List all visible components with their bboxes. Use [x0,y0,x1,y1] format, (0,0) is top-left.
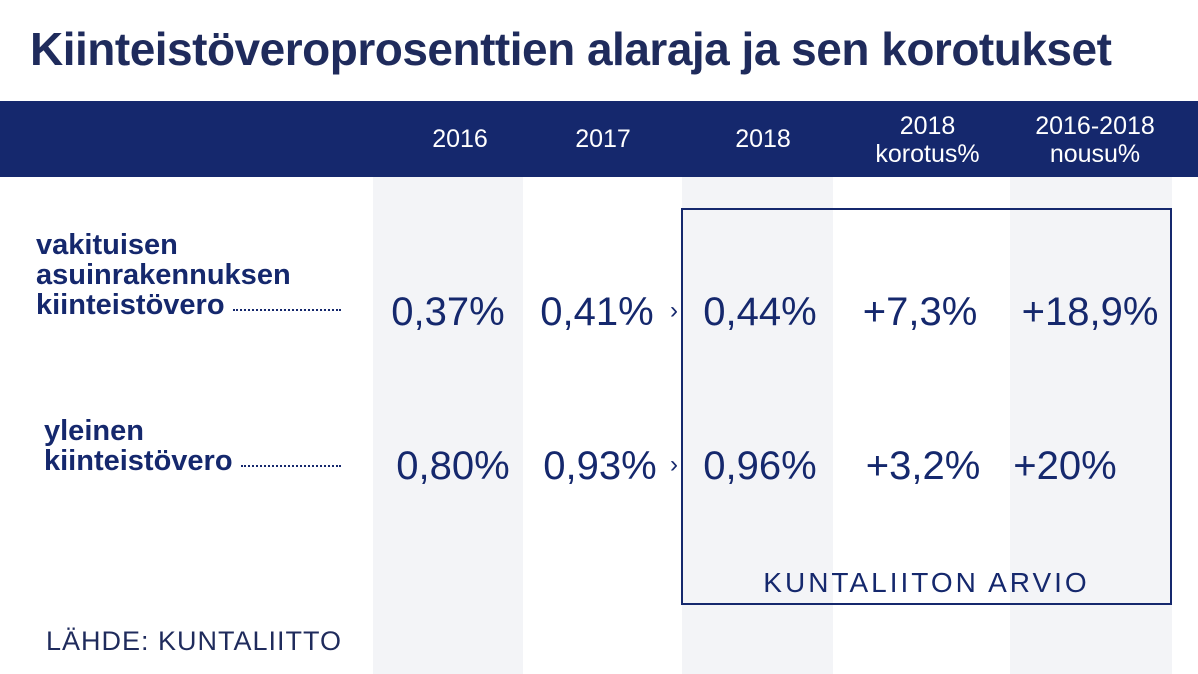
estimate-box-label: KUNTALIITON ARVIO [763,567,1090,598]
cell-vakituisen-2016: 0,37% [391,290,505,334]
cell-vakituisen-korotus: +7,3% [862,290,978,334]
column-band-2016 [373,177,523,674]
header-nousu: 2016-2018 nousu% [1020,112,1170,168]
cell-yleinen-2017: 0,93% [543,444,657,488]
cell-vakituisen-nousu: +18,9% [1021,290,1159,334]
header-2017: 2017 [575,125,631,153]
chart-title: Kiinteistöveroprosenttien alaraja ja sen… [30,23,1112,75]
cell-yleinen-korotus: +3,2% [865,444,981,488]
source-note: LÄHDE: KUNTALIITTO [46,626,343,656]
arrow-icon: › [670,451,678,478]
row-label-line: asuinrakennuksen [36,259,291,291]
arrow-icon: › [670,297,678,324]
header-bar [0,101,1198,177]
cell-vakituisen-2018: 0,44% [703,290,817,334]
header-korotus: 2018 korotus% [860,112,995,168]
column-band-nousu [1010,177,1172,674]
row-label-line: kiinteistövero [44,445,233,477]
cell-vakituisen-2017: 0,41% [540,290,654,334]
leader-dots [232,309,341,311]
estimate-box [681,208,1172,605]
row-label-line: kiinteistövero [36,289,225,321]
cell-yleinen-2016: 0,80% [396,444,510,488]
row-label-line: yleinen [44,415,144,447]
header-nousu-line1: 2016-2018 [1035,112,1155,140]
row-label-vakituisen: vakituisen asuinrakennuksen kiinteistöve… [36,230,341,320]
header-2018: 2018 [735,125,791,153]
cell-yleinen-nousu: +20% [1013,444,1117,488]
header-korotus-line1: 2018 [899,112,956,140]
column-band-2018 [682,177,833,674]
row-label-line: vakituisen [36,229,178,261]
leader-dots [240,465,341,467]
cell-yleinen-2018: 0,96% [703,444,817,488]
header-2016: 2016 [432,125,488,153]
row-label-yleinen: yleinen kiinteistövero [44,416,341,476]
header-nousu-line2: nousu% [1049,140,1141,168]
header-korotus-line2: korotus% [875,140,980,168]
